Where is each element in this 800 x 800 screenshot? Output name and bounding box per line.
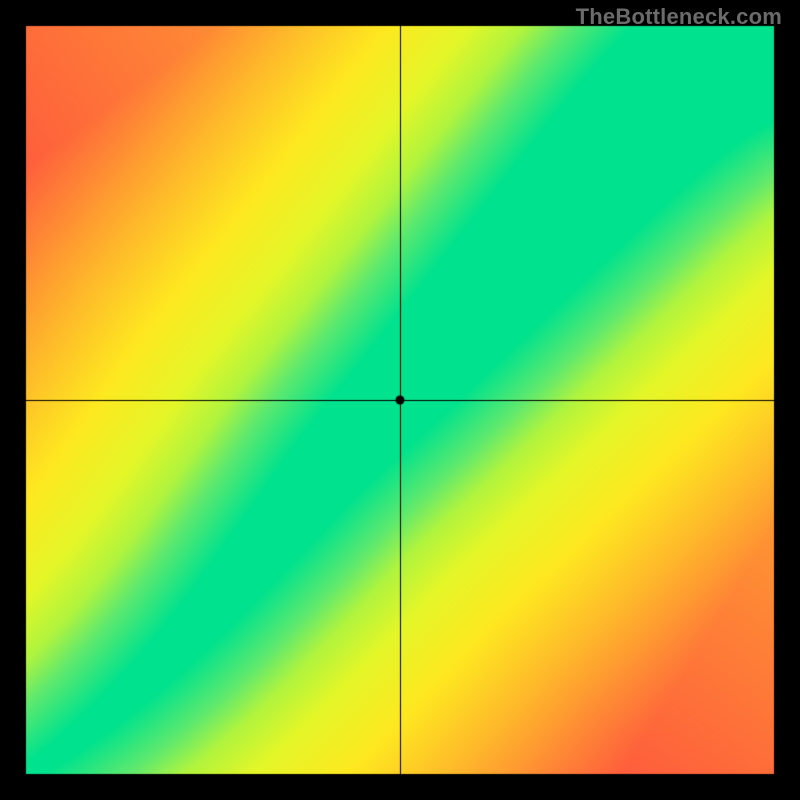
heatmap-canvas xyxy=(0,0,800,800)
chart-container: TheBottleneck.com xyxy=(0,0,800,800)
watermark-text: TheBottleneck.com xyxy=(576,4,782,30)
